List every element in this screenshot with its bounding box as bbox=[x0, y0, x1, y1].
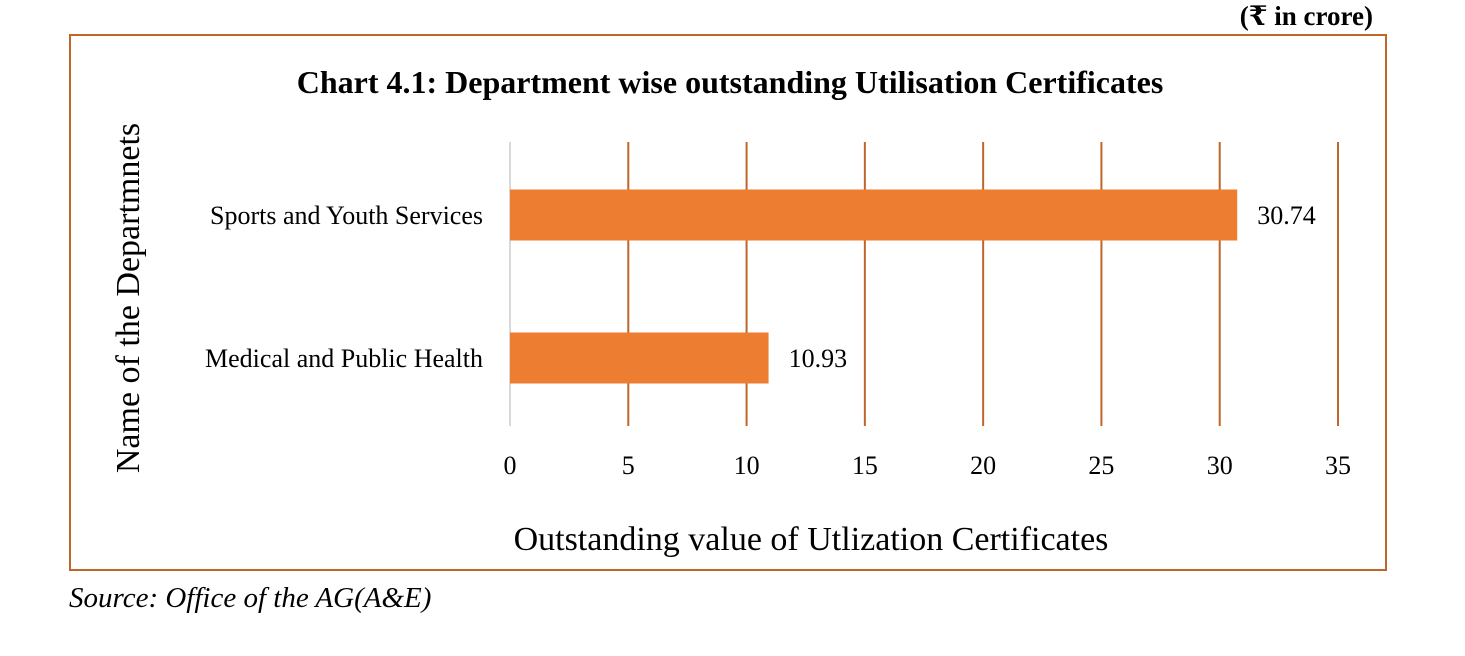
unit-note: (₹ in crore) bbox=[1239, 1, 1373, 31]
x-tick-labels: 0 5 10 15 20 25 30 35 bbox=[504, 451, 1352, 480]
x-tick-label: 10 bbox=[734, 451, 760, 480]
bar bbox=[510, 189, 1238, 241]
category-label: Sports and Youth Services bbox=[210, 201, 483, 230]
data-label: 30.74 bbox=[1257, 201, 1316, 230]
category-labels: Sports and Youth Services Medical and Pub… bbox=[205, 201, 483, 373]
bar-chart: Chart 4.1: Department wise outstanding U… bbox=[110, 64, 1352, 558]
y-axis-title: Name of the Departmnets bbox=[110, 123, 147, 473]
x-axis-title: Outstanding value of Utlization Certific… bbox=[514, 521, 1109, 558]
x-tick-label: 30 bbox=[1207, 451, 1233, 480]
data-labels: 30.74 10.93 bbox=[789, 201, 1316, 373]
bar bbox=[510, 332, 769, 384]
x-tick-label: 0 bbox=[504, 451, 517, 480]
bars bbox=[510, 189, 1238, 384]
x-tick-label: 25 bbox=[1088, 451, 1114, 480]
x-tick-label: 20 bbox=[970, 451, 996, 480]
chart-title: Chart 4.1: Department wise outstanding U… bbox=[297, 64, 1164, 100]
gridlines bbox=[627, 142, 1339, 426]
x-tick-label: 15 bbox=[852, 451, 878, 480]
source-note: Source: Office of the AG(A&E) bbox=[69, 582, 432, 614]
x-tick-label: 5 bbox=[622, 451, 635, 480]
x-tick-label: 35 bbox=[1325, 451, 1351, 480]
category-label: Medical and Public Health bbox=[205, 344, 483, 373]
data-label: 10.93 bbox=[789, 344, 848, 373]
chart-frame: Chart 4.1: Department wise outstanding U… bbox=[69, 34, 1387, 571]
